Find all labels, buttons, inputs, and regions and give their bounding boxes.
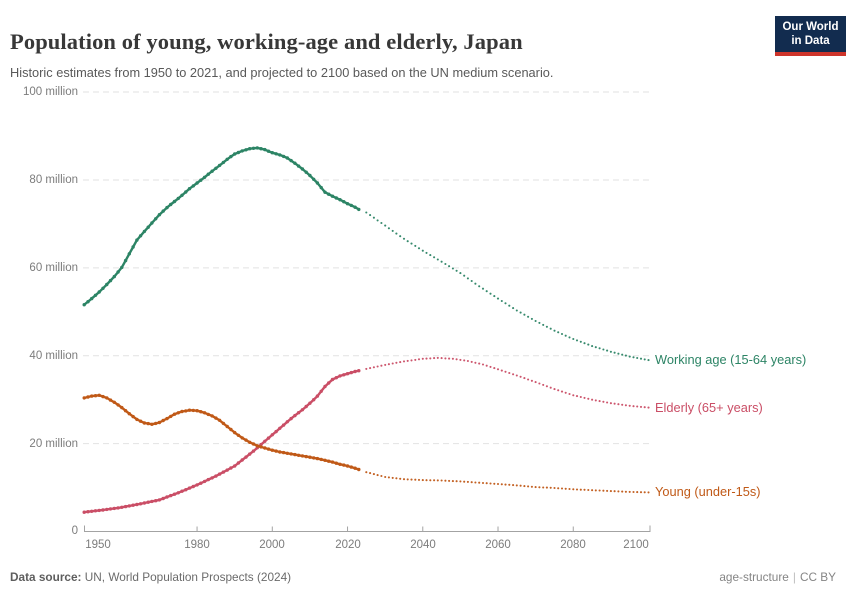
y-tick-20m: 20 million <box>29 438 78 450</box>
y-tick-0: 0 <box>71 525 78 537</box>
page-title: Population of young, working-age and eld… <box>10 29 523 55</box>
x-tick-1950: 1950 <box>85 539 111 551</box>
series-label-working-age[interactable]: Working age (15-64 years) <box>655 352 807 367</box>
x-tick-1980: 1980 <box>184 539 210 551</box>
series-label-young[interactable]: Young (under-15s) <box>655 484 761 499</box>
owid-logo-stripe <box>775 51 846 56</box>
x-tick-2020: 2020 <box>335 539 361 551</box>
footer-links: age-structure | CC BY <box>719 570 836 584</box>
datasource-label: Data source: <box>10 570 82 584</box>
x-tick-2100: 2100 <box>623 539 649 551</box>
license-link[interactable]: CC BY <box>799 570 836 584</box>
chart-subtitle: Historic estimates from 1950 to 2021, an… <box>10 64 554 80</box>
chart-slug: age-structure <box>719 570 789 584</box>
datasource-note: Data source: UN, World Population Prospe… <box>10 570 291 584</box>
y-tick-80m: 80 million <box>29 174 78 186</box>
datasource-value: UN, World Population Prospects (2024) <box>81 570 292 584</box>
x-tick-2080: 2080 <box>560 539 586 551</box>
y-tick-60m: 60 million <box>29 262 78 274</box>
x-tick-2060: 2060 <box>485 539 511 551</box>
footer-separator: | <box>792 570 796 584</box>
y-tick-40m: 40 million <box>29 350 78 362</box>
series-label-elderly[interactable]: Elderly (65+ years) <box>655 400 763 415</box>
x-tick-2040: 2040 <box>410 539 436 551</box>
owid-logo-text: Our World in Data <box>775 16 846 52</box>
x-tick-2000: 2000 <box>259 539 285 551</box>
y-tick-100m: 100 million <box>23 86 78 98</box>
owid-logo[interactable]: Our World in Data <box>775 16 846 56</box>
